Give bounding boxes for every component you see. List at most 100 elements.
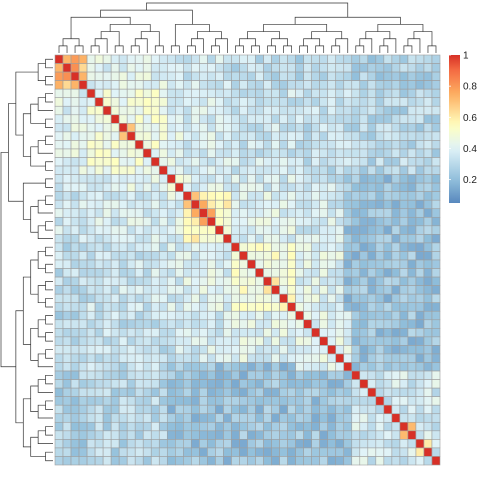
heatmap-cell <box>311 362 320 372</box>
heatmap-cell <box>287 413 296 423</box>
heatmap-cell <box>303 225 312 235</box>
heatmap-cell <box>70 174 80 184</box>
heatmap-cell <box>239 208 248 218</box>
heatmap-cell <box>415 413 425 423</box>
heatmap-cell <box>423 276 433 286</box>
heatmap-cell <box>239 456 248 466</box>
heatmap-cell <box>175 302 184 312</box>
heatmap-cell <box>183 105 192 116</box>
heatmap-cell <box>335 114 345 124</box>
heatmap-cell <box>166 234 176 244</box>
heatmap-cell <box>407 439 417 449</box>
heatmap-cell <box>191 234 200 244</box>
heatmap-cell <box>126 285 136 295</box>
heatmap-cell <box>407 97 417 107</box>
heatmap-cell <box>207 328 216 338</box>
heatmap-cell <box>327 387 337 397</box>
heatmap-cell <box>86 54 96 64</box>
heatmap-cell <box>62 285 72 295</box>
heatmap-cell <box>351 165 361 175</box>
heatmap-cell <box>215 353 224 363</box>
heatmap-cell <box>335 97 345 107</box>
heatmap-cell <box>158 285 168 295</box>
heatmap-cell <box>215 421 224 432</box>
heatmap-cell <box>423 165 433 175</box>
heatmap-cell <box>423 88 433 99</box>
heatmap-cell <box>183 430 192 440</box>
heatmap-cell <box>391 430 401 440</box>
heatmap-cell <box>126 148 136 158</box>
heatmap-cell <box>150 54 160 64</box>
heatmap-cell <box>158 225 168 235</box>
heatmap-cell <box>207 276 216 286</box>
heatmap-cell <box>54 208 64 218</box>
heatmap-cell <box>150 285 160 295</box>
heatmap-cell <box>359 353 369 363</box>
heatmap-cell <box>191 370 200 380</box>
heatmap-cell <box>255 379 264 389</box>
heatmap-cell <box>311 225 320 235</box>
heatmap-cell <box>215 251 224 261</box>
heatmap-cell <box>231 105 240 116</box>
heatmap-cell <box>287 293 296 304</box>
heatmap-cell <box>54 268 64 278</box>
heatmap-cell <box>118 114 128 124</box>
heatmap-cell <box>383 387 393 397</box>
heatmap-cell <box>78 165 88 175</box>
heatmap-cell <box>231 148 240 158</box>
heatmap-cell <box>102 63 112 73</box>
heatmap-cell <box>351 234 361 244</box>
heatmap-cell <box>263 302 272 312</box>
heatmap-cell <box>255 413 264 423</box>
dendrogram-branch <box>45 400 53 410</box>
heatmap-cell <box>415 421 425 432</box>
heatmap-cell <box>255 439 264 449</box>
heatmap-cell <box>263 234 272 244</box>
heatmap-cell <box>110 97 120 107</box>
heatmap-cell <box>86 370 96 380</box>
heatmap-cell <box>62 387 72 397</box>
heatmap-cell <box>327 370 337 380</box>
heatmap-cell <box>134 328 144 338</box>
heatmap-cell <box>399 421 409 432</box>
heatmap-cell <box>407 387 417 397</box>
heatmap-cell <box>239 328 248 338</box>
heatmap-cell <box>431 370 441 380</box>
heatmap-cell <box>399 199 409 210</box>
heatmap-cell <box>303 302 312 312</box>
heatmap-cell <box>199 208 208 218</box>
dendrogram-branch <box>239 38 256 46</box>
heatmap-cell <box>255 174 264 184</box>
heatmap-cell <box>134 182 144 192</box>
heatmap-cell <box>295 430 304 440</box>
heatmap-cell <box>247 319 256 329</box>
heatmap-cell <box>255 345 264 355</box>
heatmap-cell <box>158 54 168 64</box>
heatmap-cell <box>150 362 160 372</box>
heatmap-cell <box>239 251 248 261</box>
heatmap-cell <box>279 191 288 201</box>
heatmap-cell <box>239 396 248 406</box>
heatmap-cell <box>367 191 377 201</box>
heatmap-cell <box>166 430 176 440</box>
heatmap-cell <box>199 404 208 415</box>
heatmap-cell <box>407 114 417 124</box>
heatmap-cell <box>247 182 256 192</box>
heatmap-cell <box>263 336 272 346</box>
heatmap-cell <box>239 131 248 141</box>
heatmap-cell <box>150 293 160 304</box>
heatmap-cell <box>271 336 280 346</box>
heatmap-cell <box>255 353 264 363</box>
heatmap-cell <box>335 456 345 466</box>
heatmap-cell <box>239 182 248 192</box>
heatmap-cell <box>134 336 144 346</box>
heatmap-cell <box>303 268 312 278</box>
dendrogram-branch <box>100 9 193 25</box>
heatmap-cell <box>166 370 176 380</box>
heatmap-cell <box>255 80 264 90</box>
heatmap-cell <box>431 114 441 124</box>
heatmap-cell <box>271 165 280 175</box>
heatmap-cell <box>150 370 160 380</box>
heatmap-cell <box>391 251 401 261</box>
heatmap-cell <box>431 216 441 227</box>
